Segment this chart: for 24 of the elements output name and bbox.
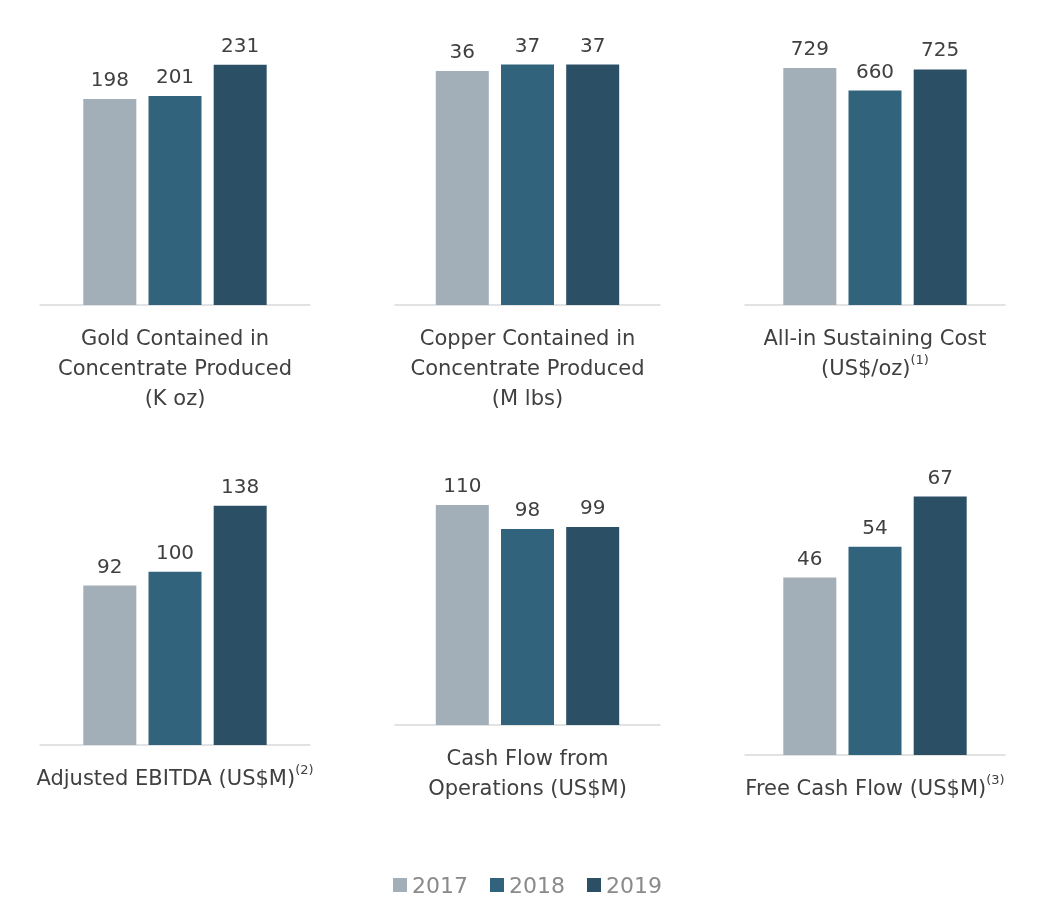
- data-label: 99: [579, 495, 606, 519]
- legend-label: 2018: [509, 872, 566, 898]
- data-label: 92: [97, 553, 123, 578]
- data-label: 201: [155, 63, 195, 88]
- data-label: 36: [449, 39, 476, 63]
- data-label: 725: [921, 37, 960, 62]
- data-label: 37: [579, 32, 606, 57]
- data-label: 110: [443, 473, 482, 497]
- data-label: 198: [90, 67, 129, 92]
- x-axis-title: Gold Contained in Concentrate Produced (K oz): [58, 326, 292, 410]
- data-label: 138: [221, 473, 260, 498]
- data-label: 729: [790, 36, 829, 61]
- legend-label: 2017: [412, 872, 469, 898]
- data-label: 67: [927, 464, 953, 489]
- legend-label: 2019: [605, 872, 662, 898]
- data-label: 54: [862, 514, 888, 539]
- x-axis-title: Cash Flow from Operations (US$M): [428, 746, 627, 800]
- x-axis-title: Copper Contained in Concentrate Produced (M lbs): [410, 326, 645, 410]
- data-label: 37: [514, 32, 541, 57]
- data-label: 98: [514, 497, 541, 521]
- data-label: 231: [221, 32, 260, 57]
- data-label: 660: [855, 58, 895, 83]
- data-label: 100: [155, 539, 195, 564]
- data-label: 46: [797, 545, 823, 570]
